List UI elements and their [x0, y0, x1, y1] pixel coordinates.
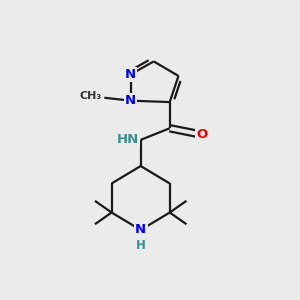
Text: N: N — [135, 224, 146, 236]
Text: O: O — [196, 128, 207, 141]
Text: CH₃: CH₃ — [79, 91, 101, 101]
Text: N: N — [125, 68, 136, 81]
Text: HN: HN — [117, 134, 139, 146]
Text: N: N — [125, 94, 136, 107]
Text: H: H — [136, 239, 146, 253]
